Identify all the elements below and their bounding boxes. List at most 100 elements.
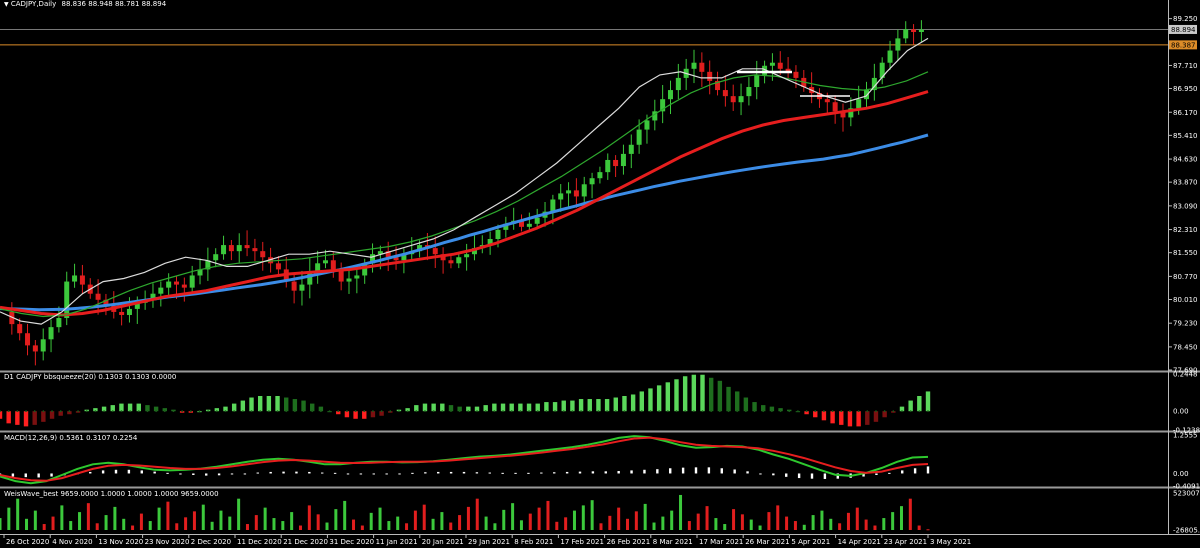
weiswave-bar <box>298 525 302 530</box>
candle-body <box>330 260 336 270</box>
squeeze-dot <box>233 410 236 413</box>
squeeze-bar <box>847 411 853 427</box>
candle-body <box>221 245 227 255</box>
squeeze-dot <box>649 410 652 413</box>
price-tick-label: 79.230 <box>1173 320 1198 328</box>
macd-histogram-bar <box>398 473 401 475</box>
macd-histogram-bar <box>617 471 620 474</box>
squeeze-bar <box>865 411 870 425</box>
weiswave-bar <box>104 515 108 530</box>
candle-body <box>746 87 752 97</box>
candle-body <box>307 272 313 285</box>
squeeze-dot <box>614 410 617 413</box>
weiswave-bar <box>131 525 135 530</box>
candle-body <box>362 263 368 276</box>
candle-body <box>456 257 462 264</box>
weiswave-bar <box>157 507 161 530</box>
macd-histogram-bar <box>269 471 272 474</box>
squeeze-bar <box>752 402 757 412</box>
macd-histogram-bar <box>475 472 479 474</box>
macd-histogram-bar <box>514 472 517 474</box>
candle-body <box>417 245 423 252</box>
squeeze-dot <box>103 410 105 413</box>
squeeze-dot <box>415 410 418 413</box>
time-tick-label: 20 Jan 2021 <box>422 538 464 546</box>
squeeze-dot <box>458 410 461 413</box>
candle-body <box>754 74 760 88</box>
weiswave-bar <box>86 503 90 530</box>
squeeze-tick-label: 0.2448 <box>1173 371 1198 379</box>
squeeze-bar <box>908 400 913 412</box>
squeeze-dot <box>909 410 912 413</box>
squeeze-dot <box>372 410 374 413</box>
squeeze-dot <box>727 410 730 413</box>
squeeze-bar <box>153 406 159 412</box>
macd-title: MACD(12,26,9) 0.5361 0.3107 0.2254 <box>4 434 138 442</box>
candle-body <box>550 199 556 212</box>
squeeze-bar <box>301 400 306 412</box>
squeeze-bar <box>93 408 98 412</box>
candle-body <box>346 278 352 282</box>
weiswave-bar <box>846 512 850 530</box>
squeeze-dot <box>33 410 36 413</box>
candle-body <box>448 260 454 264</box>
weiswave-bar <box>228 516 232 530</box>
weiswave-bar <box>95 523 99 530</box>
squeeze-bar <box>466 406 471 412</box>
squeeze-dot <box>640 410 643 413</box>
time-tick-label: 8 Mar 2021 <box>653 538 693 546</box>
weiswave-bar <box>254 515 258 530</box>
squeeze-dot <box>883 410 886 413</box>
candle-body <box>299 284 305 291</box>
squeeze-dot <box>328 410 331 413</box>
candle-body <box>158 287 164 294</box>
macd-histogram-bar <box>282 471 285 474</box>
weiswave-bar <box>192 511 196 530</box>
squeeze-bar <box>58 411 63 416</box>
weiswave-bar <box>626 518 630 530</box>
squeeze-bar <box>136 403 141 412</box>
symbol-menu-icon[interactable]: ▼ <box>4 1 9 8</box>
candle-body <box>322 260 328 264</box>
weiswave-bar <box>555 521 559 530</box>
squeeze-dot <box>215 410 218 413</box>
squeeze-bar <box>856 411 861 427</box>
macd-histogram-bar <box>694 467 698 474</box>
squeeze-dot <box>207 410 210 413</box>
time-tick-label: 3 May 2021 <box>930 538 971 546</box>
weiswave-bar <box>608 515 612 530</box>
squeeze-tick-label: -0.1238 <box>1173 427 1200 435</box>
candle-body <box>762 65 768 75</box>
candle-body <box>252 248 258 252</box>
squeeze-bar <box>0 411 3 419</box>
weiswave-title: WeisWave_best 9659.0000 1.0000 1.0000 1.… <box>4 490 219 498</box>
squeeze-dot <box>163 410 166 413</box>
candle-body <box>56 318 62 328</box>
candle-body <box>181 284 187 288</box>
squeeze-dot <box>597 410 600 413</box>
squeeze-bar <box>778 408 783 412</box>
squeeze-dot <box>744 410 747 413</box>
price-tick-label: 85.410 <box>1173 132 1198 140</box>
squeeze-bar <box>656 385 662 412</box>
squeeze-dot <box>85 410 88 413</box>
squeeze-dot <box>476 410 478 413</box>
weiswave-bar <box>290 512 294 530</box>
squeeze-bar <box>804 411 809 415</box>
squeeze-dot <box>363 410 366 413</box>
squeeze-bar <box>674 379 679 412</box>
squeeze-dot <box>927 410 929 413</box>
squeeze-bar <box>544 402 549 412</box>
macd-histogram-bar <box>449 471 453 474</box>
squeeze-dot <box>718 410 721 413</box>
weiswave-bar <box>634 511 638 530</box>
weiswave-bar <box>148 521 152 530</box>
candle-body <box>197 269 203 276</box>
macd-histogram-bar <box>346 473 350 475</box>
squeeze-dot <box>302 410 305 413</box>
squeeze-bar <box>353 411 358 419</box>
candle-body <box>526 223 532 227</box>
weiswave-bar <box>820 510 824 530</box>
weiswave-bar <box>431 518 435 530</box>
candle-body <box>236 245 242 252</box>
